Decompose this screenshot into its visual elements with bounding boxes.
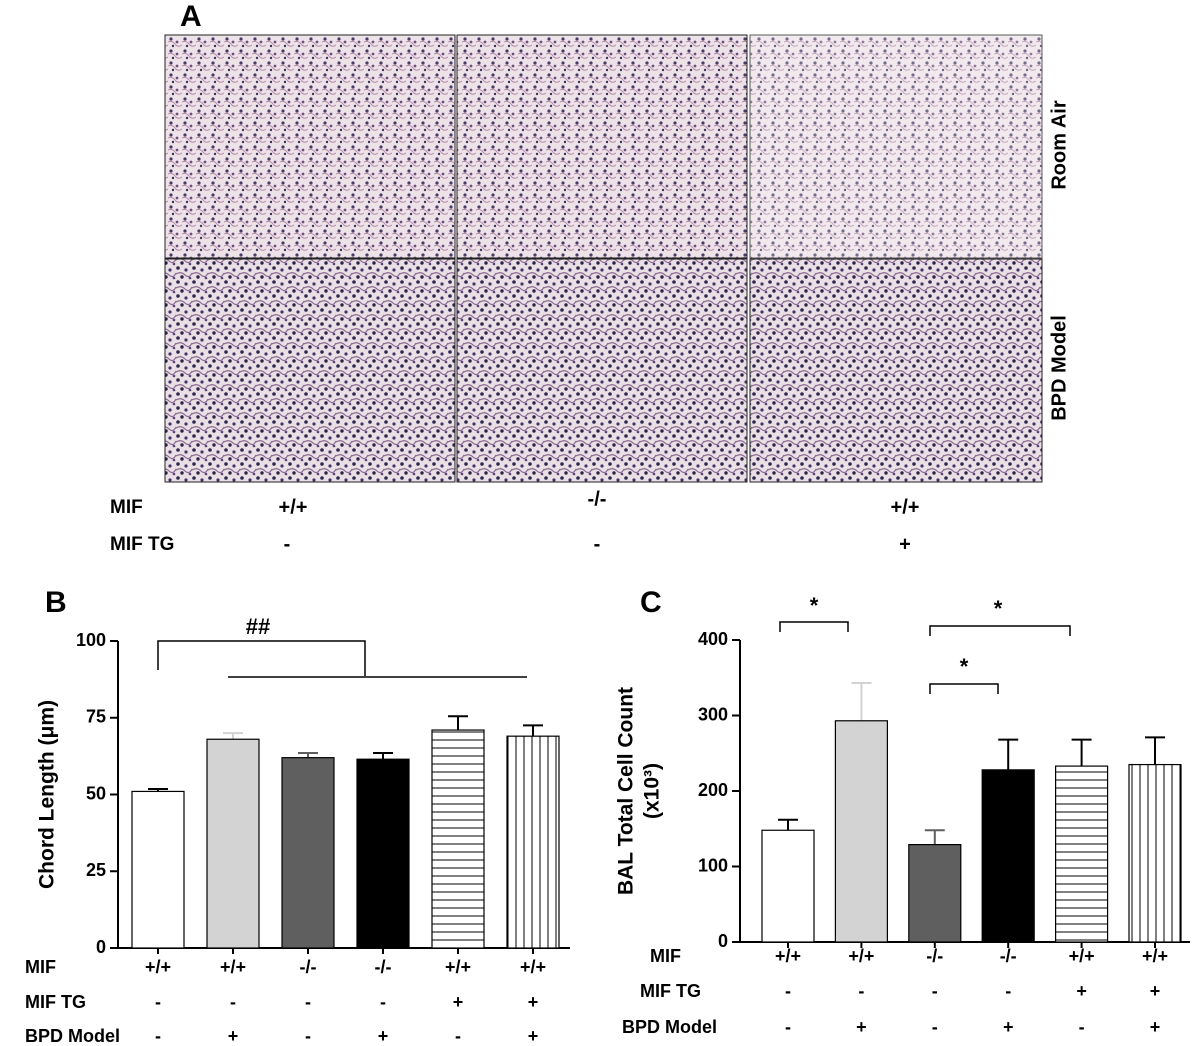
genotype: -/- [588, 488, 607, 510]
panel-label: A [180, 0, 202, 33]
x-row-label: + [856, 1017, 867, 1037]
row-name: MIF TG [110, 534, 174, 555]
x-row-label: + [1150, 1017, 1161, 1037]
x-row-name: MIF TG [25, 992, 86, 1012]
y-tick-label: 200 [698, 780, 728, 800]
x-row-label: + [228, 1026, 239, 1046]
bar [281, 757, 335, 949]
x-row-label: - [305, 992, 311, 1012]
x-row-label: - [1005, 981, 1011, 1001]
bar [1128, 763, 1182, 943]
significance-bracket [779, 621, 849, 632]
significance-bracket [929, 625, 1071, 636]
micrograph [456, 258, 748, 483]
x-row-name: BPD Model [622, 1017, 717, 1037]
x-row-label: +/+ [1069, 946, 1095, 966]
x-row-label: - [858, 981, 864, 1001]
bar [356, 758, 410, 949]
x-row-label: + [1076, 981, 1087, 1001]
micrograph [164, 258, 456, 483]
x-row-label: + [1150, 981, 1161, 1001]
row-name: MIF [110, 497, 143, 518]
x-row-label: + [528, 992, 539, 1012]
genotype: +/+ [891, 496, 920, 518]
x-row-label: - [932, 1017, 938, 1037]
genotype: + [899, 533, 911, 555]
bar [431, 729, 485, 949]
bar [834, 720, 889, 943]
bar [506, 735, 560, 949]
panel-label: C [640, 586, 662, 619]
y-tick-label: 25 [86, 860, 106, 880]
x-row-label: + [453, 992, 464, 1012]
bar [761, 829, 815, 943]
bar [206, 738, 260, 949]
x-row-label: +/+ [520, 957, 546, 977]
micrograph [456, 34, 748, 259]
y-axis-label: Chord Length (μm) [36, 700, 59, 889]
genotype: - [284, 533, 291, 555]
y-tick-label: 75 [86, 707, 106, 727]
x-row-label: +/+ [775, 946, 801, 966]
x-row-label: +/+ [220, 957, 246, 977]
genotype: +/+ [279, 496, 308, 518]
x-row-name: BPD Model [25, 1026, 120, 1046]
x-row-label: +/+ [848, 946, 874, 966]
x-row-label: - [380, 992, 386, 1012]
micrograph [749, 258, 1043, 483]
x-row-label: + [528, 1026, 539, 1046]
x-row-label: - [455, 1026, 461, 1046]
x-row-label: -/- [300, 957, 317, 977]
bar [908, 844, 962, 943]
bar [1054, 765, 1109, 943]
x-row-label: + [378, 1026, 389, 1046]
x-row-name: MIF TG [640, 981, 701, 1001]
significance-bracket [157, 640, 366, 676]
y-axis-label: (x10³) [641, 763, 664, 819]
x-row-label: - [1079, 1017, 1085, 1037]
y-tick-label: 100 [698, 855, 728, 875]
x-row-label: +/+ [145, 957, 171, 977]
micrograph [164, 34, 456, 259]
x-row-label: -/- [375, 957, 392, 977]
row-label: BPD Model [1048, 315, 1070, 421]
x-row-label: +/+ [1142, 946, 1168, 966]
significance-bracket [929, 683, 999, 694]
y-axis-label: BAL Total Cell Count [615, 687, 638, 895]
significance-label: * [810, 593, 819, 618]
x-row-label: - [155, 992, 161, 1012]
x-row-label: -/- [926, 946, 943, 966]
bar [131, 790, 185, 949]
micrograph [749, 34, 1043, 259]
y-tick-label: 400 [698, 629, 728, 649]
y-tick-label: 100 [76, 630, 106, 650]
significance-label: * [960, 654, 969, 679]
genotype: - [594, 533, 601, 555]
x-row-label: -/- [1000, 946, 1017, 966]
x-row-label: - [155, 1026, 161, 1046]
x-row-label: - [230, 992, 236, 1012]
x-row-label: - [785, 1017, 791, 1037]
x-row-label: +/+ [445, 957, 471, 977]
x-row-label: - [932, 981, 938, 1001]
x-row-label: - [305, 1026, 311, 1046]
y-tick-label: 50 [86, 783, 106, 803]
y-tick-label: 300 [698, 704, 728, 724]
y-tick-label: 0 [96, 937, 106, 957]
x-row-name: MIF [25, 957, 56, 977]
bar [981, 769, 1035, 943]
x-row-label: + [1003, 1017, 1014, 1037]
x-row-name: MIF [650, 946, 681, 966]
y-tick-label: 0 [718, 931, 728, 951]
x-row-label: - [785, 981, 791, 1001]
significance-label: ## [246, 614, 270, 639]
row-label: Room Air [1048, 100, 1070, 189]
panel-label: B [45, 586, 67, 619]
significance-label: * [994, 596, 1003, 621]
